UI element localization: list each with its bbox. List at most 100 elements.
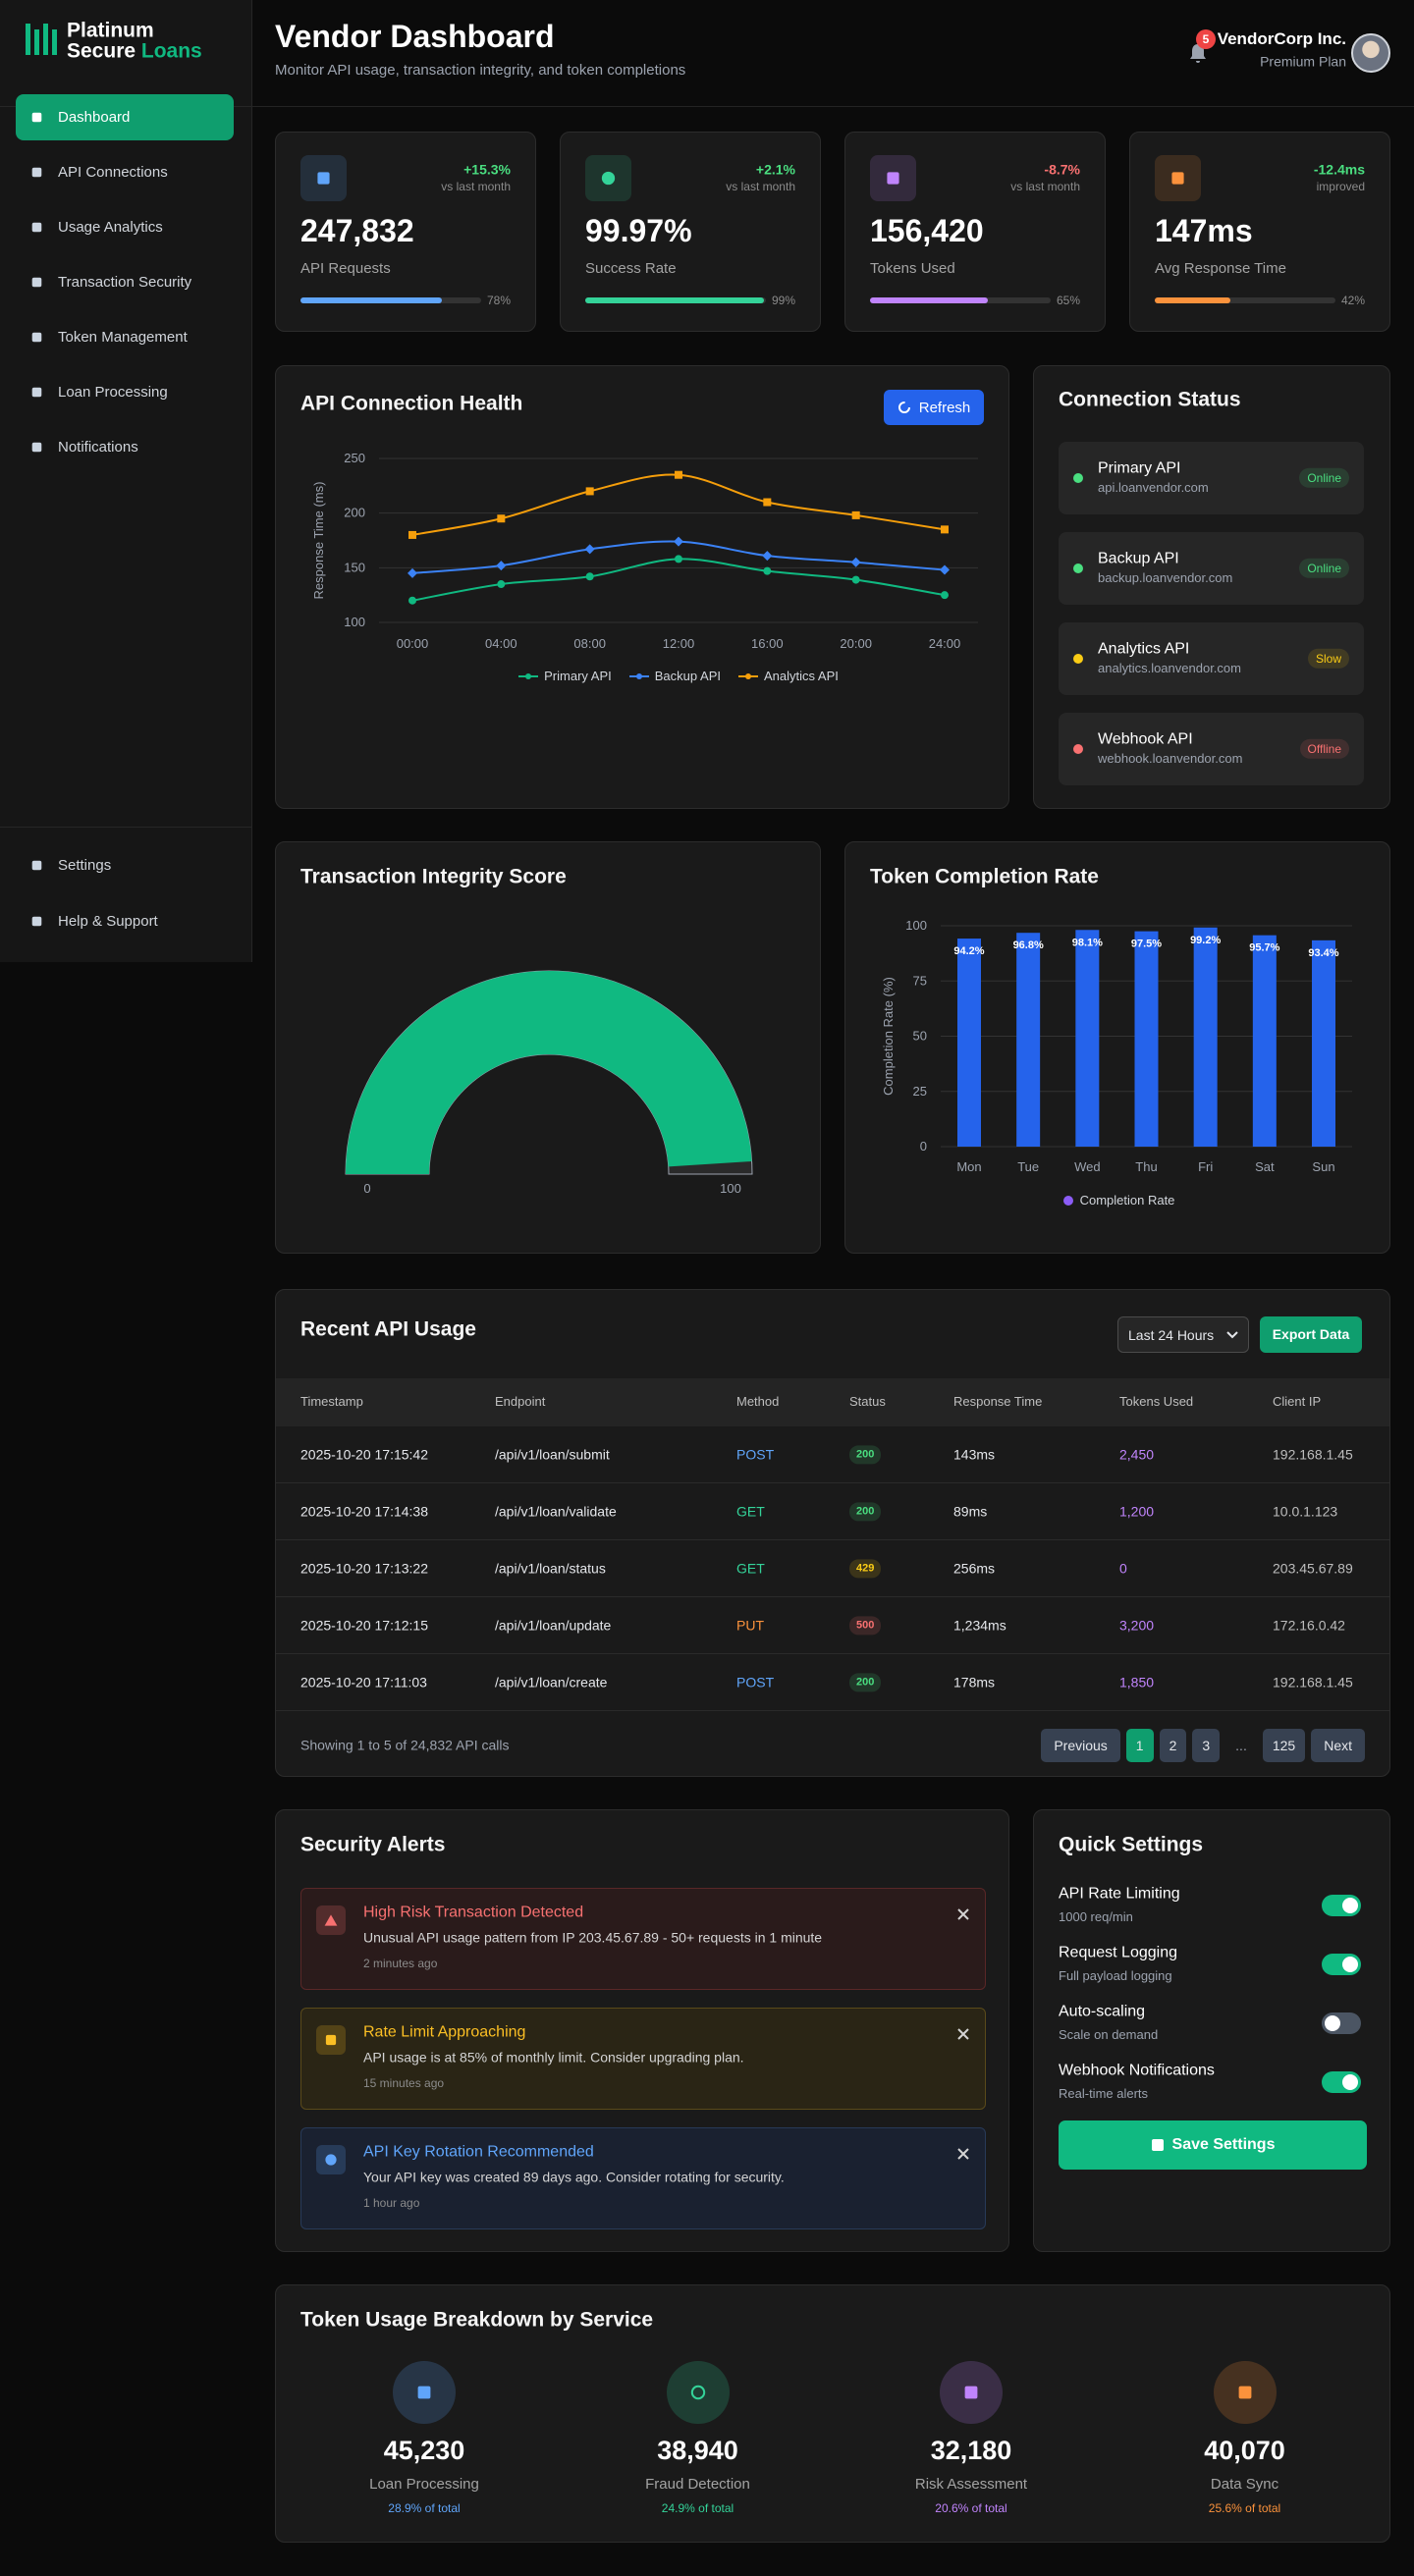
nav-item[interactable]: Transaction Security [16,259,234,305]
setting-desc: Real-time alerts [1059,2086,1149,2102]
x-tick-label: Thu [1135,1159,1157,1174]
page-button[interactable]: Next [1311,1729,1365,1762]
table-cell: 178ms [953,1674,996,1690]
x-tick-label: Wed [1074,1159,1101,1174]
table-cell: PUT [736,1617,764,1634]
bar-value-label: 97.5% [1131,939,1162,950]
nav-item[interactable]: Loan Processing [16,369,234,415]
nav-item[interactable]: Settings [16,842,234,888]
nav-item[interactable]: Dashboard [16,94,234,140]
icon-shape [957,1908,969,1920]
icon-shape [31,442,42,453]
stat-change-note: vs last month [441,179,511,193]
bar [1252,935,1277,1147]
toggle[interactable] [1322,2012,1361,2034]
nav-item[interactable]: API Connections [16,149,234,195]
setting-desc: Scale on demand [1059,2027,1159,2043]
refresh-button[interactable]: Refresh [884,390,984,425]
point [408,567,417,578]
legend: Completion Rate [845,1193,1391,1208]
icon [31,112,42,123]
nav-item[interactable]: Token Management [16,314,234,360]
connection-host: backup.loanvendor.com [1098,570,1233,586]
brand: Secure [67,39,136,63]
nav-item[interactable]: Usage Analytics [16,204,234,250]
icon [31,222,42,233]
setting-label: Auto-scaling [1059,2003,1146,2020]
status-badge: 200 [849,1445,882,1465]
toggle-knob [1342,1898,1358,1913]
icon-shape [325,2034,337,2046]
stat-value: 99.97% [585,212,692,248]
nav-label: Help & Support [58,913,158,930]
toggle[interactable] [1322,1895,1361,1916]
dismiss-button[interactable] [957,2148,969,2160]
toggle-knob [1342,2074,1358,2090]
legend: Primary API Backup API Analytics API [379,669,978,683]
icon-shape [31,112,42,123]
refresh-icon [897,402,910,413]
icon-shape [31,916,42,927]
page-button[interactable]: Previous [1041,1729,1120,1762]
page-button[interactable]: 3 [1192,1729,1221,1762]
logo-stripe [26,24,30,55]
bell-icon [1190,44,1206,63]
icon [324,1914,338,1926]
icon [317,172,330,185]
stat-icon [870,155,916,201]
x-tick-label: 20:00 [840,636,872,651]
page-button[interactable]: 125 [1262,1729,1306,1762]
range-select[interactable]: Last 24 Hours [1117,1316,1249,1353]
point [674,536,683,547]
alert-message: API usage is at 85% of monthly limit. Co… [363,2049,744,2066]
progress-label: 42% [1340,293,1365,307]
alert-time: 2 minutes ago [363,1956,438,1970]
point [408,596,416,605]
service-share: 20.6% of total [935,2501,1007,2515]
dismiss-button[interactable] [957,1908,969,1920]
bar [957,939,981,1147]
status-badge: 429 [849,1559,882,1579]
point [584,544,595,555]
connection-host: api.loanvendor.com [1098,480,1209,496]
table-cell: 2025-10-20 17:12:15 [300,1617,428,1634]
export-button[interactable]: Export Data [1260,1316,1362,1353]
service-value: 32,180 [930,2436,1012,2465]
progress-track [300,297,481,303]
nav-item[interactable]: Help & Support [16,898,234,944]
legend-dot [1062,1195,1073,1206]
page-button[interactable]: 2 [1159,1729,1187,1762]
stat-label: Avg Response Time [1155,260,1286,277]
service-share: 24.9% of total [661,2501,734,2515]
legend-marker [518,672,539,679]
bar-value-label: 99.2% [1190,935,1221,946]
refresh-label: Refresh [918,399,971,416]
page-button[interactable]: 1 [1125,1729,1154,1762]
icon-shape [324,1914,338,1926]
table-header [276,1378,1389,1426]
alert-title: High Risk Transaction Detected [363,1904,584,1921]
status-badge: 500 [849,1616,882,1636]
toggle[interactable] [1322,2071,1361,2093]
card-title: Recent API Usage [300,1317,476,1341]
x-tick-label: 16:00 [751,636,784,651]
y-axis-label: Response Time (ms) [311,482,326,600]
toggle[interactable] [1322,1954,1361,1975]
stat-card: +2.1% vs last month 99.97% Success Rate 99% [560,132,821,332]
table-cell: 10.0.1.123 [1273,1503,1338,1520]
nav-label: Usage Analytics [58,219,163,236]
service-name: Risk Assessment [914,2476,1028,2493]
stat-card: -12.4ms improved 147ms Avg Response Time 42% [1129,132,1390,332]
nav-item[interactable]: Notifications [16,424,234,470]
connection-item: Primary API api.loanvendor.com Online [1059,442,1364,514]
stat-label: Success Rate [585,260,677,277]
progress-fill [585,297,765,303]
dismiss-button[interactable] [957,2028,969,2040]
series-line [411,473,946,536]
setting-desc: 1000 req/min [1059,1909,1133,1925]
save-button[interactable]: Save Settings [1059,2120,1367,2170]
icon [1238,2386,1251,2399]
brand-line: Secure Loans [67,38,202,63]
legend-marker [628,672,649,679]
connection-status-card: Connection Status Primary API api.loanvend… [1033,365,1390,809]
